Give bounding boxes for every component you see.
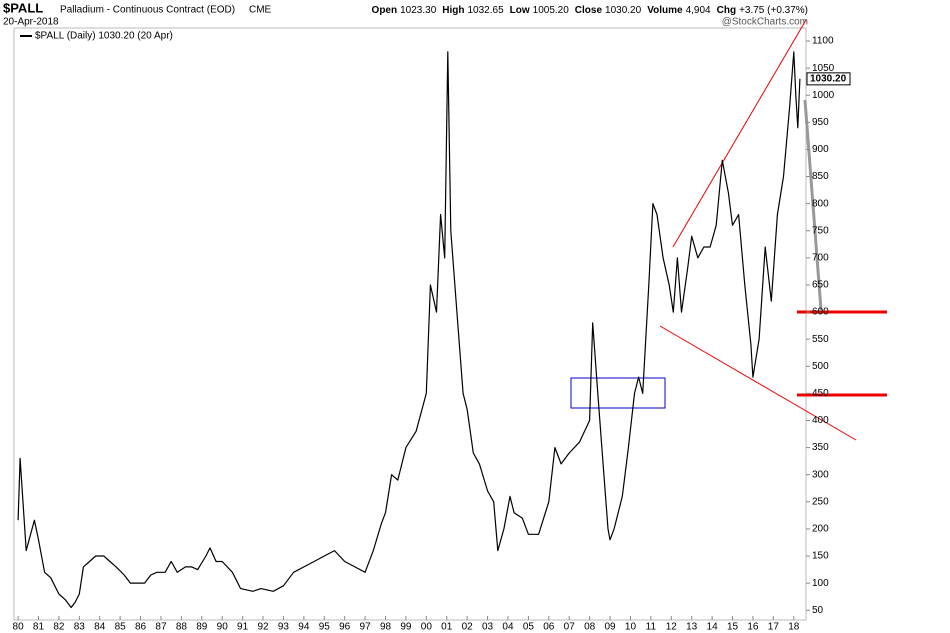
x-tick-label: 17 <box>768 622 780 633</box>
x-tick-label: 16 <box>747 622 759 633</box>
y-tick-label: 800 <box>812 198 829 209</box>
x-tick-label: 12 <box>666 622 678 633</box>
y-tick-label: 450 <box>812 388 829 399</box>
y-tick-label: 200 <box>812 524 829 535</box>
y-tick-label: 950 <box>812 117 829 128</box>
consolidation-box <box>570 377 666 409</box>
y-tick-label: 100 <box>812 578 829 589</box>
x-tick-label: 14 <box>707 622 719 633</box>
y-tick-label: 700 <box>812 253 829 264</box>
y-tick-label: 500 <box>812 361 829 372</box>
x-tick-label: 03 <box>482 622 494 633</box>
x-tick-label: 98 <box>380 622 392 633</box>
y-tick-label: 650 <box>812 280 829 291</box>
last-price-box <box>806 72 851 86</box>
y-tick-label: 250 <box>812 496 829 507</box>
x-tick-label: 06 <box>543 622 555 633</box>
price-line <box>17 51 801 609</box>
x-tick-label: 00 <box>421 622 433 633</box>
y-tick-label: 900 <box>812 144 829 155</box>
x-tick-label: 81 <box>33 622 45 633</box>
x-tick-label: 82 <box>53 622 65 633</box>
x-tick-label: 94 <box>298 622 310 633</box>
header: $PALL Palladium - Continuous Contract (E… <box>3 0 808 41</box>
x-tick-label: 10 <box>625 622 637 633</box>
x-tick-label: 05 <box>523 622 535 633</box>
stat-value: 4,904 <box>686 5 711 16</box>
x-tick-label: 92 <box>257 622 269 633</box>
x-tick-label: 89 <box>196 622 208 633</box>
credit: @StockCharts.com <box>722 17 808 28</box>
stats: Open 1023.30 High 1032.65 Low 1005.20 Close 103… <box>372 5 808 16</box>
legend-label: $PALL (Daily) 1030.20 (20 Apr) <box>35 31 173 42</box>
chart-title: Palladium - Continuous Contract (EOD) <box>60 5 235 16</box>
x-tick-label: 95 <box>319 622 331 633</box>
y-tick-label: 600 <box>812 307 829 318</box>
y-tick-label: 400 <box>812 415 829 426</box>
x-tick-label: 04 <box>502 622 514 633</box>
y-tick-label: 1100 <box>812 36 834 47</box>
x-tick-label: 99 <box>400 622 412 633</box>
stat-value: 1030.20 <box>605 5 642 16</box>
stat-label: Volume <box>647 5 683 16</box>
stat-label: Close <box>575 5 603 16</box>
stat-value: 1005.20 <box>533 5 570 16</box>
x-tick-label: 85 <box>115 622 127 633</box>
x-tick-label: 83 <box>74 622 86 633</box>
x-tick-label: 96 <box>339 622 351 633</box>
x-tick-label: 07 <box>564 622 576 633</box>
x-tick-label: 88 <box>176 622 188 633</box>
y-tick-label: 850 <box>812 171 829 182</box>
stat-label: Chg <box>717 5 736 16</box>
y-tick-label: 1050 <box>812 63 835 74</box>
stat-label: Low <box>510 5 530 16</box>
stat-value: 1032.65 <box>467 5 504 16</box>
x-tick-label: 09 <box>604 622 616 633</box>
x-tick-label: 15 <box>727 622 739 633</box>
stat-label: Open <box>372 5 398 16</box>
x-tick-label: 84 <box>94 622 106 633</box>
lower-trendline <box>659 325 857 441</box>
stat-value: +3.75 (+0.37%) <box>739 5 808 16</box>
stat-label: High <box>442 5 464 16</box>
upper-trendline <box>672 19 807 248</box>
exchange: CME <box>249 5 272 16</box>
y-tick-label: 550 <box>812 334 829 345</box>
y-tick-label: 300 <box>812 469 829 480</box>
y-tick-label: 750 <box>812 225 829 236</box>
x-tick-label: 90 <box>217 622 229 633</box>
x-tick-label: 18 <box>788 622 800 633</box>
x-tick-label: 01 <box>441 622 453 633</box>
y-tick-label: 1000 <box>812 90 835 101</box>
x-tick-label: 93 <box>278 622 290 633</box>
x-tick-label: 86 <box>135 622 147 633</box>
x-tick-label: 87 <box>155 622 167 633</box>
last-price-label: 1030.20 <box>810 73 847 84</box>
plot-frame <box>13 27 807 621</box>
y-tick-label: 150 <box>812 551 829 562</box>
x-tick-label: 97 <box>360 622 372 633</box>
projection-line <box>803 99 823 311</box>
y-tick-label: 50 <box>812 605 824 616</box>
x-tick-label: 02 <box>462 622 474 633</box>
x-tick-label: 08 <box>584 622 596 633</box>
date: 20-Apr-2018 <box>3 17 59 28</box>
y-tick-label: 350 <box>812 442 829 453</box>
x-tick-label: 13 <box>686 622 698 633</box>
symbol: $PALL <box>3 0 43 15</box>
x-tick-label: 80 <box>13 622 25 633</box>
x-tick-label: 11 <box>646 622 657 633</box>
x-tick-label: 91 <box>237 622 249 633</box>
stat-value: 1023.30 <box>400 5 437 16</box>
